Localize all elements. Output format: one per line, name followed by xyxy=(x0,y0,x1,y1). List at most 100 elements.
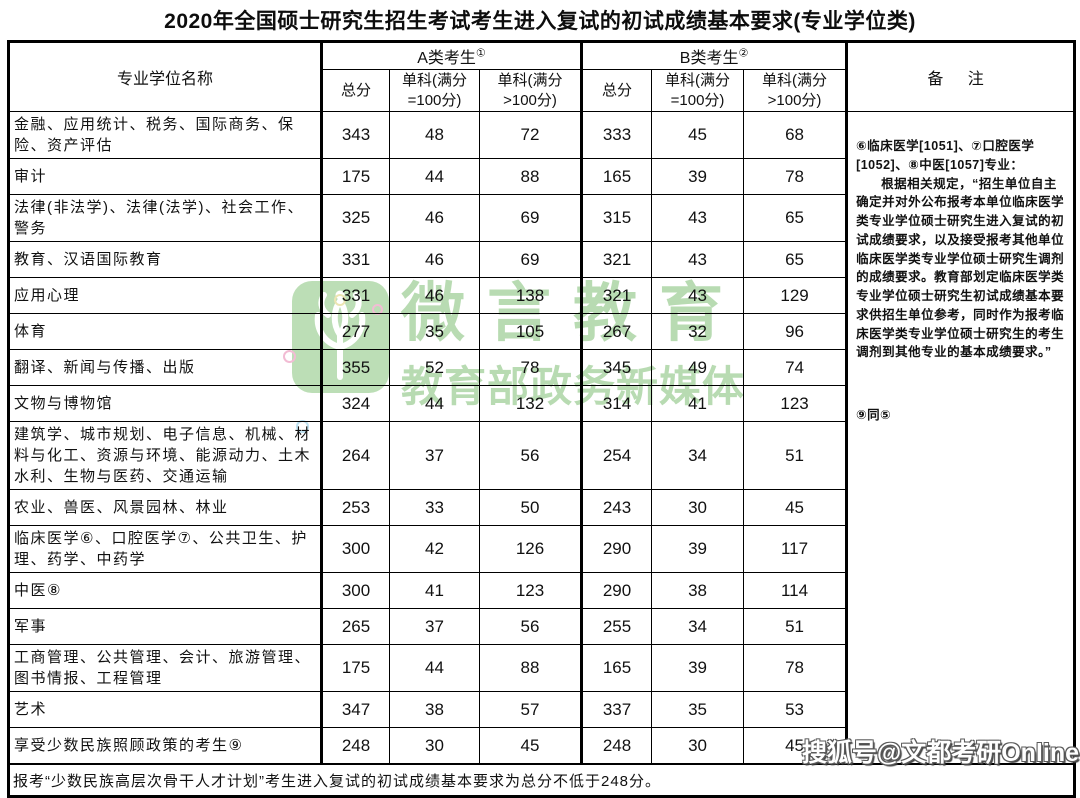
table-row: 中医⑧ 300 41 123 290 38 114 xyxy=(8,572,1075,609)
a-single-eq100-score: 44 xyxy=(389,158,480,195)
a-single-gt100-score: 88 xyxy=(478,158,583,195)
b-total-score: 248 xyxy=(580,727,653,765)
b-single-eq100-score: 45 xyxy=(651,111,745,159)
a-single-gt100-score: 50 xyxy=(478,489,583,526)
b-single-gt100-score: 51 xyxy=(743,608,848,645)
a-total-score: 355 xyxy=(320,349,390,386)
b-total-score: 314 xyxy=(580,385,653,422)
col-header-degree-name: 专业学位名称 xyxy=(8,41,322,112)
b-single-gt100-score: 65 xyxy=(743,194,848,242)
a-single-eq100-score: 42 xyxy=(389,525,480,573)
remark-medical-body: 根据相关规定，“招生单位自主确定并对外公布报考本单位临床医学类专业学位硕士研究生… xyxy=(856,176,1065,360)
b-single-gt100-score: 123 xyxy=(743,385,848,422)
a-single-gt100-score: 72 xyxy=(478,111,583,159)
a-single-gt100-score: 78 xyxy=(478,349,583,386)
a-single-eq100-score: 46 xyxy=(389,241,480,278)
header-row-groups: 专业学位名称 A类考生① B类考生② 备 注 xyxy=(8,41,1076,112)
table-row: 教育、汉语国际教育 331 46 69 321 43 65 xyxy=(8,241,1075,278)
b-single-gt100-score: 74 xyxy=(743,349,848,386)
b-total-score: 165 xyxy=(580,644,653,692)
b-single-eq100-score: 43 xyxy=(651,194,745,242)
b-total-score: 165 xyxy=(580,158,653,195)
b-single-eq100-score: 34 xyxy=(651,608,745,645)
a-single-eq100-score: 46 xyxy=(389,194,480,242)
table-row: 文物与博物馆 324 44 132 314 41 123 xyxy=(8,385,1075,422)
b-single-gt100-score: 45 xyxy=(743,727,848,765)
b-single-eq100-score: 49 xyxy=(651,349,745,386)
b-total-score: 243 xyxy=(580,489,653,526)
b-total-score: 315 xyxy=(580,194,653,242)
a-total-score: 325 xyxy=(320,194,390,242)
b-total-score: 321 xyxy=(580,277,653,314)
b-single-gt100-score: 96 xyxy=(743,313,848,350)
group-a-label: A类考生 xyxy=(417,50,476,67)
degree-name: 军事 xyxy=(8,608,322,645)
degree-name: 体育 xyxy=(8,313,322,350)
remark-cell: ⑥临床医学[1051]、⑦口腔医学[1052]、⑧中医[1057]专业： 根据相… xyxy=(845,111,1076,765)
table-row: 审计 175 44 88 165 39 78 xyxy=(8,158,1075,195)
b-single-gt100-score: 78 xyxy=(743,158,848,195)
group-b-footnote-marker: ② xyxy=(738,47,749,60)
degree-name: 审计 xyxy=(8,158,322,195)
b-single-eq100-score: 38 xyxy=(651,572,745,609)
b-total-score: 290 xyxy=(580,525,653,573)
table-row: 工商管理、公共管理、会计、旅游管理、图书情报、工程管理 175 44 88 16… xyxy=(8,644,1075,692)
a-single-gt100-score: 69 xyxy=(478,241,583,278)
a-single-eq100-score: 46 xyxy=(389,277,480,314)
table-row: 军事 265 37 56 255 34 51 xyxy=(8,608,1075,645)
b-single-gt100-score: 78 xyxy=(743,644,848,692)
col-header-group-b: B类考生② xyxy=(580,41,848,70)
col-header-b-single-eq100: 单科(满分 =100分) xyxy=(651,69,745,112)
a-single-eq100-score: 30 xyxy=(389,727,480,765)
col-header-group-a: A类考生① xyxy=(319,41,583,70)
b-total-score: 345 xyxy=(580,349,653,386)
a-single-gt100-score: 56 xyxy=(478,421,583,490)
group-b-label: B类考生 xyxy=(679,50,739,67)
table-row: 应用心理 331 46 138 321 43 129 xyxy=(8,277,1075,314)
b-single-gt100-score: 45 xyxy=(743,489,848,526)
a-total-score: 264 xyxy=(320,421,390,490)
a-total-score: 175 xyxy=(320,644,390,692)
degree-name: 建筑学、城市规划、电子信息、机械、材料与化工、资源与环境、能源动力、土木水利、生… xyxy=(8,421,322,490)
a-total-score: 175 xyxy=(320,158,390,195)
b-single-eq100-score: 39 xyxy=(651,525,745,573)
col-header-remark: 备 注 xyxy=(845,41,1076,112)
remark-note-nine: ⑨同⑤ xyxy=(856,408,892,422)
degree-name: 工商管理、公共管理、会计、旅游管理、图书情报、工程管理 xyxy=(8,644,322,692)
b-single-eq100-score: 39 xyxy=(651,644,745,692)
a-single-eq100-score: 37 xyxy=(389,608,480,645)
b-single-eq100-score: 35 xyxy=(651,691,745,728)
a-single-eq100-score: 35 xyxy=(389,313,480,350)
b-single-eq100-score: 32 xyxy=(651,313,745,350)
souhu-watermark: 搜狐号@文都考研Online xyxy=(801,739,1079,767)
b-single-gt100-score: 68 xyxy=(743,111,848,159)
b-total-score: 321 xyxy=(580,241,653,278)
a-single-gt100-score: 105 xyxy=(478,313,583,350)
a-total-score: 265 xyxy=(320,608,390,645)
table-row: 农业、兽医、风景园林、林业 253 33 50 243 30 45 xyxy=(8,489,1075,526)
table-row: 翻译、新闻与传播、出版 355 52 78 345 49 74 xyxy=(8,349,1075,386)
table-row: 建筑学、城市规划、电子信息、机械、材料与化工、资源与环境、能源动力、土木水利、生… xyxy=(8,421,1075,490)
a-single-gt100-score: 138 xyxy=(478,277,583,314)
b-single-eq100-score: 43 xyxy=(651,277,745,314)
degree-name: 享受少数民族照顾政策的考生⑨ xyxy=(8,727,322,765)
degree-name: 教育、汉语国际教育 xyxy=(8,241,322,278)
b-single-gt100-score: 53 xyxy=(743,691,848,728)
a-total-score: 253 xyxy=(320,489,390,526)
table-row: 临床医学⑥、口腔医学⑦、公共卫生、护理、药学、中药学 300 42 126 29… xyxy=(8,525,1075,573)
b-total-score: 290 xyxy=(580,572,653,609)
b-single-eq100-score: 34 xyxy=(651,421,745,490)
a-single-eq100-score: 48 xyxy=(389,111,480,159)
b-single-gt100-score: 65 xyxy=(743,241,848,278)
b-total-score: 254 xyxy=(580,421,653,490)
page-title: 2020年全国硕士研究生招生考试考生进入复试的初试成绩基本要求(专业学位类) xyxy=(164,10,916,33)
a-single-gt100-score: 88 xyxy=(478,644,583,692)
a-single-gt100-score: 132 xyxy=(478,385,583,422)
a-single-gt100-score: 126 xyxy=(478,525,583,573)
a-total-score: 248 xyxy=(320,727,390,765)
degree-name: 应用心理 xyxy=(8,277,322,314)
a-single-gt100-score: 45 xyxy=(478,727,583,765)
col-header-b-single-gt100: 单科(满分 >100分) xyxy=(743,69,848,112)
b-single-gt100-score: 51 xyxy=(743,421,848,490)
a-total-score: 277 xyxy=(320,313,390,350)
